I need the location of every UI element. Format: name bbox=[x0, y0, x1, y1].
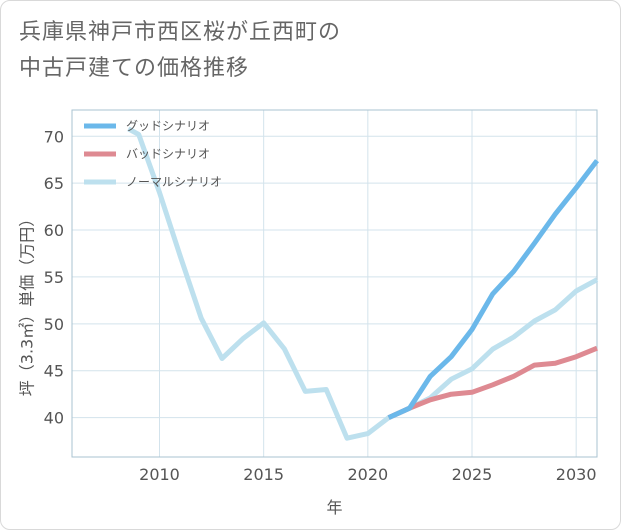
x-tick-label: 2015 bbox=[243, 465, 284, 484]
legend-label-normal: ノーマルシナリオ bbox=[126, 175, 222, 189]
legend-label-good: グッドシナリオ bbox=[126, 119, 210, 133]
x-tick-label: 2010 bbox=[139, 465, 180, 484]
series-line-bad bbox=[387, 345, 598, 420]
x-axis-label: 年 bbox=[326, 498, 342, 517]
chart-title-line-1: 兵庫県神戸市西区桜が丘西町の bbox=[19, 20, 342, 45]
y-tick-label: 45 bbox=[44, 362, 64, 381]
chart-title-line-2: 中古戸建ての価格推移 bbox=[19, 56, 250, 81]
y-axis-label: 坪（3.3㎡）単価（万円） bbox=[18, 211, 37, 396]
x-tick-label: 2025 bbox=[452, 465, 493, 484]
y-tick-label: 40 bbox=[44, 409, 64, 428]
y-axis-ticks: 40 45 50 55 60 65 70 bbox=[44, 127, 64, 427]
legend-label-bad: バッドシナリオ bbox=[126, 147, 210, 161]
y-tick-label: 65 bbox=[44, 174, 64, 193]
plot-area bbox=[71, 109, 598, 458]
y-tick-label: 55 bbox=[44, 268, 64, 287]
x-tick-label: 2020 bbox=[347, 465, 388, 484]
series-line-normal bbox=[127, 126, 599, 441]
x-axis-ticks: 2010 2015 2020 2025 2030 bbox=[139, 465, 596, 484]
chart-title: 兵庫県神戸市西区桜が丘西町の 中古戸建ての価格推移 bbox=[19, 15, 579, 87]
y-tick-label: 70 bbox=[44, 127, 64, 146]
series-line-good bbox=[387, 159, 599, 420]
y-tick-label: 60 bbox=[44, 221, 64, 240]
x-tick-label: 2030 bbox=[556, 465, 597, 484]
series-lines bbox=[127, 126, 599, 441]
y-tick-label: 50 bbox=[44, 315, 64, 334]
grid bbox=[72, 110, 597, 457]
